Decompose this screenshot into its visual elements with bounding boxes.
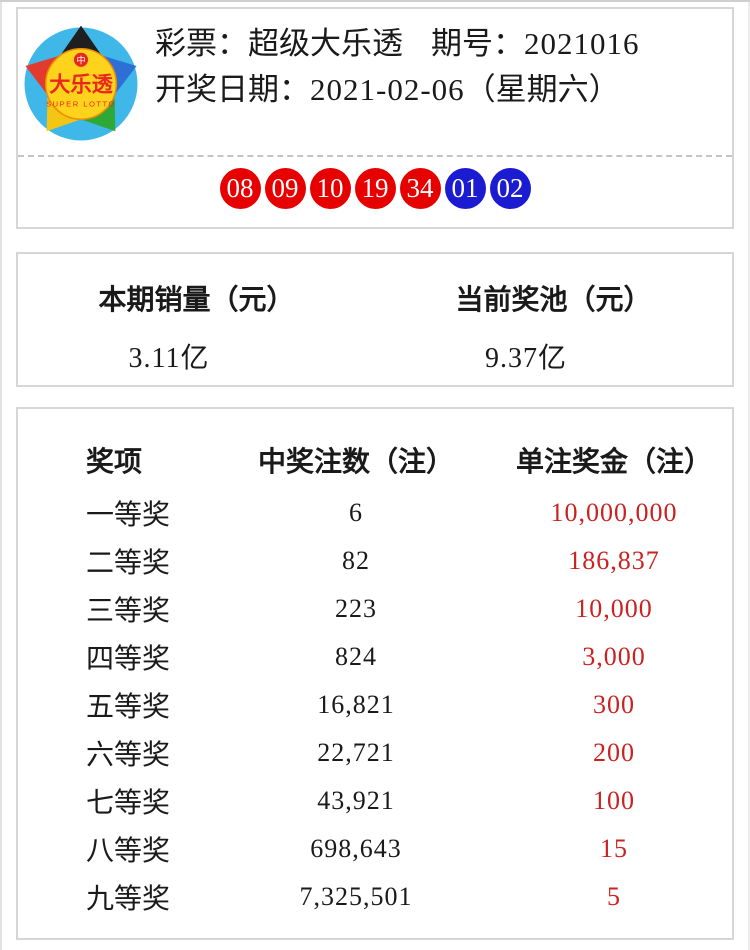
draw-weekday: （星期六） xyxy=(464,72,620,107)
prize-amount: 5 xyxy=(607,882,621,911)
prize-level: 七等奖 xyxy=(86,787,171,818)
pool-column: 当前奖池（元） 9.37亿 xyxy=(375,278,732,385)
logo-badge-circle xyxy=(73,52,89,67)
ticket-label: 彩票： xyxy=(155,26,248,61)
prize-amount: 100 xyxy=(593,786,635,815)
sales-amount: 3.11 xyxy=(128,343,181,374)
front-number-ball: 10 xyxy=(309,168,351,209)
prize-amount: 300 xyxy=(593,690,635,719)
front-number-ball: 09 xyxy=(264,168,306,209)
ticket-name: 超级大乐透 xyxy=(248,26,403,61)
sales-label: 本期销量（元） xyxy=(98,284,295,315)
winner-count: 16,821 xyxy=(317,690,395,719)
front-number-ball: 08 xyxy=(219,168,261,209)
winner-count: 82 xyxy=(342,546,370,575)
logo-badge-text: 中 xyxy=(76,54,85,65)
prize-table-body: 一等奖 6 10,000,000 二等奖 82 186,837 三等奖 223 … xyxy=(86,489,722,921)
ticket-line: 彩票：超级大乐透 期号：2021016 xyxy=(155,21,640,67)
prize-level: 八等奖 xyxy=(86,835,171,866)
prize-amount: 15 xyxy=(600,834,628,863)
header-level: 奖项 xyxy=(86,446,143,477)
prize-amount: 186,837 xyxy=(568,546,660,575)
prize-amount: 10,000,000 xyxy=(550,498,678,527)
prize-level: 二等奖 xyxy=(86,547,171,578)
header-prize: 单注奖金（注） xyxy=(515,446,712,477)
sales-value: 3.11亿 xyxy=(0,336,347,376)
prize-table-card: 奖项 中奖注数（注） 单注奖金（注） 一等奖 6 10,000,000 二等奖 … xyxy=(16,407,734,940)
prize-amount: 200 xyxy=(593,738,635,767)
prize-table-row: 四等奖 824 3,000 xyxy=(86,633,722,681)
prize-level: 六等奖 xyxy=(86,739,171,770)
draw-info-card: 中 大乐透 SUPER LOTTO 彩票：超级大乐透 期号：2021016 开奖日… xyxy=(16,7,734,229)
super-lotto-logo-image: 中 大乐透 SUPER LOTTO xyxy=(24,25,138,141)
sales-column: 本期销量（元） 3.11亿 xyxy=(18,278,375,385)
prize-table-row: 六等奖 22,721 200 xyxy=(86,729,722,777)
draw-info-text: 彩票：超级大乐透 期号：2021016 开奖日期：2021-02-06（星期六） xyxy=(155,21,640,113)
logo-subtitle-text: SUPER LOTTO xyxy=(46,100,116,109)
prize-amount: 10,000 xyxy=(575,594,653,623)
prize-level: 九等奖 xyxy=(86,883,171,914)
prize-level: 五等奖 xyxy=(86,691,171,722)
issue-label: 期号： xyxy=(431,26,524,61)
prize-table-row: 五等奖 16,821 300 xyxy=(86,681,722,729)
sales-pool-card: 本期销量（元） 3.11亿 当前奖池（元） 9.37亿 xyxy=(16,252,734,387)
winner-count: 22,721 xyxy=(317,738,395,767)
prize-table-header: 奖项 中奖注数（注） 单注奖金（注） xyxy=(86,431,722,489)
front-number-ball: 34 xyxy=(399,168,441,209)
prize-level: 四等奖 xyxy=(86,643,171,674)
prize-table-row: 三等奖 223 10,000 xyxy=(86,585,722,633)
pool-label: 当前奖池（元） xyxy=(455,284,652,315)
winner-count: 698,643 xyxy=(310,834,402,863)
date-line: 开奖日期：2021-02-06（星期六） xyxy=(155,67,640,113)
logo-name-text: 大乐透 xyxy=(49,73,113,97)
winner-count: 824 xyxy=(335,642,377,671)
draw-date: 2021-02-06 xyxy=(310,72,465,107)
prize-amount: 3,000 xyxy=(582,642,646,671)
draw-info-header: 中 大乐透 SUPER LOTTO 彩票：超级大乐透 期号：2021016 开奖日… xyxy=(18,9,732,155)
front-number-ball: 19 xyxy=(354,168,396,209)
back-number-ball: 01 xyxy=(444,168,486,209)
prize-table-row: 七等奖 43,921 100 xyxy=(86,777,722,825)
winning-numbers-row: 08 09 10 19 34 01 02 xyxy=(18,168,732,209)
prize-level: 三等奖 xyxy=(86,595,171,626)
prize-table-row: 八等奖 698,643 15 xyxy=(86,825,722,873)
prize-table-row: 二等奖 82 186,837 xyxy=(86,537,722,585)
issue-number: 2021016 xyxy=(524,26,640,61)
sales-unit: 亿 xyxy=(180,342,209,373)
pool-amount: 9.37 xyxy=(484,343,538,374)
date-label: 开奖日期： xyxy=(155,72,310,107)
pool-unit: 亿 xyxy=(537,342,566,373)
winner-count: 43,921 xyxy=(317,786,395,815)
prize-level: 一等奖 xyxy=(86,499,171,530)
prize-table-row: 一等奖 6 10,000,000 xyxy=(86,489,722,537)
winner-count: 7,325,501 xyxy=(299,882,413,911)
back-number-ball: 02 xyxy=(489,168,531,209)
winner-count: 6 xyxy=(349,498,363,527)
header-count: 中奖注数（注） xyxy=(257,446,454,477)
pool-value: 9.37亿 xyxy=(347,336,704,376)
prize-table-row: 九等奖 7,325,501 5 xyxy=(86,873,722,921)
super-lotto-logo: 中 大乐透 SUPER LOTTO xyxy=(23,25,139,142)
winner-count: 223 xyxy=(335,594,377,623)
dashed-divider xyxy=(18,155,732,157)
